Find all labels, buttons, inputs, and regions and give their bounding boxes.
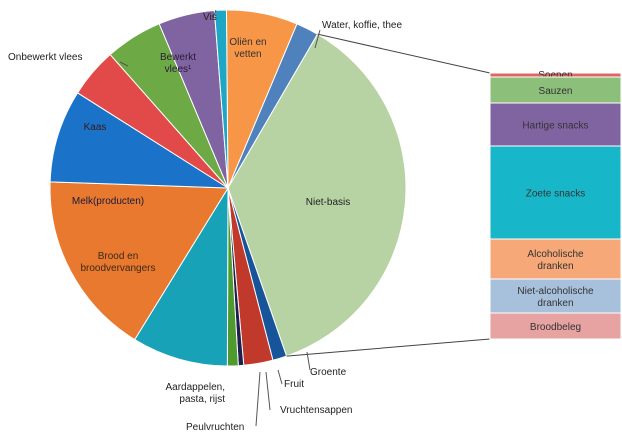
slice-label-fruit: Fruit: [284, 379, 304, 390]
slice-niet-basis: [227, 33, 407, 357]
slice-label-brood-en-broodvervangers: Brood en broodvervangers: [80, 251, 155, 274]
slice-label-onbewerkt-vlees: Onbewerkt vlees: [8, 52, 82, 63]
slice-label-melk-producten: Melk(producten): [72, 196, 144, 207]
slice-vis: [213, 9, 229, 189]
leader-line-vis: [211, 9, 217, 21]
bar-segment-hartige-snacks: [489, 102, 622, 147]
slice-melk-producten: [49, 92, 230, 189]
bar-label-soepen: Soepen: [538, 70, 572, 81]
bar-segment-alcoholische-dranken: [489, 238, 622, 280]
slice-label-water-koffie-thee: Water, koffie, thee: [322, 20, 402, 31]
slice-label-vruchtensappen: Vruchtensappen: [280, 405, 352, 416]
slice-brood-en-broodvervangers: [49, 181, 229, 341]
slice-label-vis: Vis: [203, 12, 217, 23]
slice-label-kaas: Kaas: [84, 122, 107, 133]
bar-segment-niet-alcoholische-dranken: [489, 278, 622, 314]
leader-line-onbewerkt-vlees: [119, 61, 129, 67]
bar-segment-broodbeleg: [489, 312, 622, 340]
bar-label-hartige-snacks: Hartige snacks: [522, 121, 588, 132]
bar-label-broodbeleg: Broodbeleg: [530, 322, 581, 333]
slice-aardappelen-pasta-rijst: [133, 186, 229, 367]
slice-label-peulvruchten: Peulvruchten: [186, 422, 244, 433]
slice-label-groente: Groente: [310, 367, 347, 378]
bar-label-zoete-snacks: Zoete snacks: [526, 189, 585, 200]
bar-label-alcoholische-dranken: Alcoholische dranken: [527, 249, 584, 272]
bar-label-niet-alcoholische-dranken: Niet-alcoholische dranken: [517, 286, 594, 309]
leader-line-groente: [306, 351, 311, 371]
connector-bottom: [286, 338, 491, 357]
bar-segment-sauzen: [489, 76, 622, 104]
leader-line-vruchtensappen: [265, 371, 271, 411]
slice-label-aardappelen-pasta-rijst: Aardappelen, pasta, rijst: [166, 382, 226, 405]
bar-label-sauzen: Sauzen: [539, 86, 573, 97]
connector-top: [317, 33, 491, 74]
leader-line-fruit: [277, 369, 283, 385]
leader-line-peulvruchten: [255, 371, 261, 427]
bar-segment-zoete-snacks: [489, 145, 622, 240]
slice-label-niet-basis: Niet-basis: [306, 197, 350, 208]
slice-label-bewerkt-vlees: Bewerkt vlees¹: [160, 52, 196, 75]
slice-label-olien-en-vetten: Oliën en vetten: [229, 37, 266, 60]
leader-line-water-koffie-thee: [314, 29, 321, 49]
